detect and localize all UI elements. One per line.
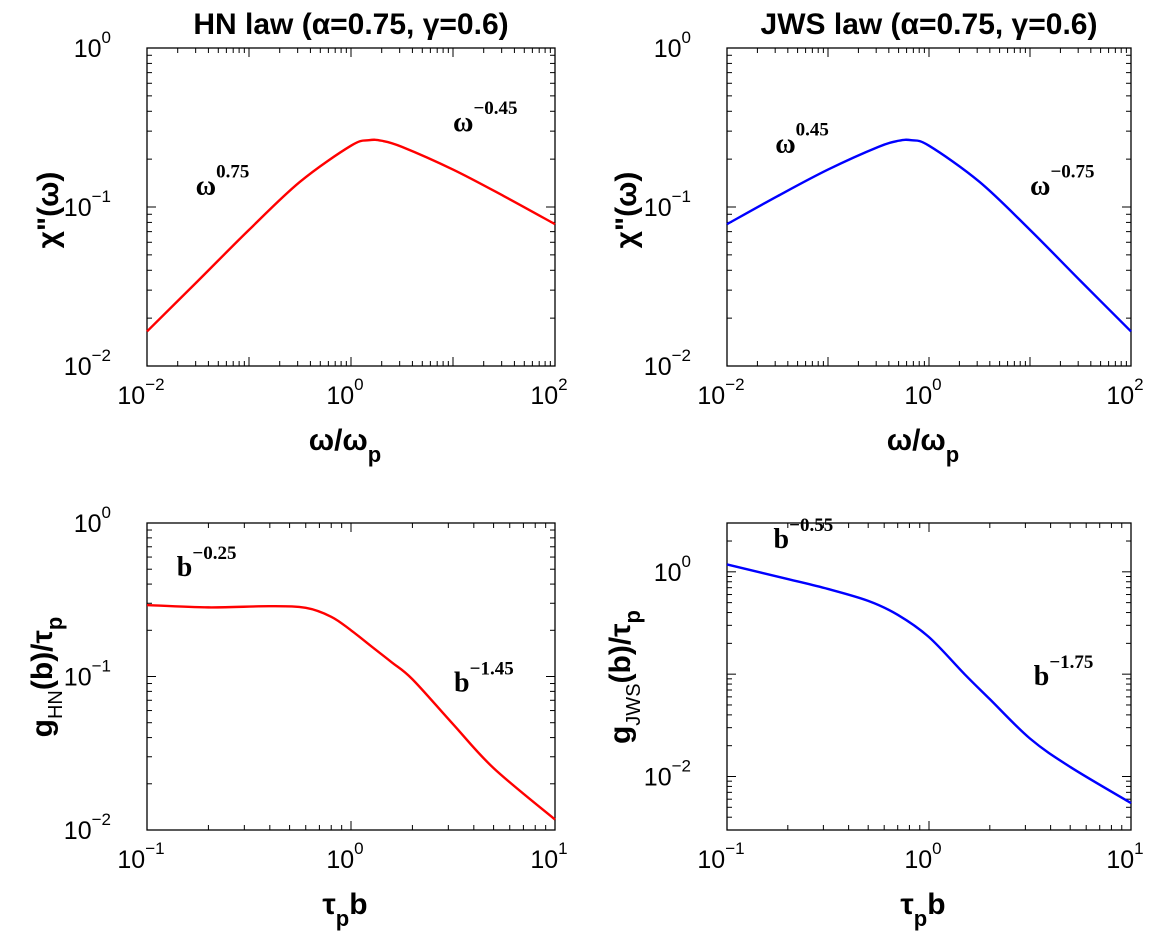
- x-tick-label: 10−2: [697, 375, 744, 410]
- y-tick-label: 10−2: [644, 756, 691, 791]
- x-tick-label: 100: [326, 839, 363, 874]
- series-line: [146, 603, 556, 821]
- y-axis-label: gHN(b)/τp: [26, 617, 67, 738]
- power-law-annotation: ω−0.45: [453, 98, 518, 138]
- x-axis-label: ω/ωp: [309, 424, 381, 467]
- y-tick-label: 10−2: [644, 346, 691, 381]
- x-axis-label: ω/ωp: [887, 424, 959, 467]
- series-line: [726, 138, 1132, 333]
- x-tick-label: 101: [530, 839, 567, 874]
- x-tick-label: 100: [904, 839, 941, 874]
- x-tick-label: 100: [904, 375, 941, 410]
- power-law-annotation: ω0.75: [196, 161, 250, 201]
- y-tick-label: 10−1: [64, 187, 111, 222]
- power-law-annotation: b−1.45: [454, 658, 514, 698]
- chart-panel-2: 10−2 100 102 10−2 10−1 100 ω0.45 ω−0.75 JWS law …: [610, 8, 1144, 467]
- y-tick-label: 100: [654, 28, 691, 63]
- plot-frame: [726, 47, 1132, 367]
- power-law-annotation: b−0.55: [774, 515, 834, 555]
- power-law-annotation: ω0.45: [775, 120, 829, 160]
- plot-frame: [146, 47, 556, 367]
- chart-panel-1: 10−2 100 102 10−2 10−1 100 ω0.75 ω−0.45 HN law (…: [32, 8, 568, 467]
- x-tick-label: 10−1: [117, 839, 164, 874]
- power-law-annotation: ω−0.75: [1030, 161, 1095, 201]
- y-tick-label: 100: [654, 552, 691, 587]
- x-tick-label: 102: [530, 375, 567, 410]
- y-tick-label: 100: [74, 503, 111, 538]
- x-tick-label: 100: [326, 375, 363, 410]
- x-tick-label: 10−1: [697, 839, 744, 874]
- power-law-annotation: b−0.25: [177, 543, 237, 583]
- series-line: [726, 563, 1132, 805]
- x-tick-label: 102: [1106, 375, 1143, 410]
- y-tick-label: 10−2: [64, 346, 111, 381]
- series-line: [146, 138, 556, 333]
- y-tick-label: 100: [74, 28, 111, 63]
- chart-title: HN law (α=0.75, γ=0.6): [193, 8, 508, 41]
- power-law-annotation: b−1.75: [1034, 652, 1094, 692]
- y-tick-label: 10−2: [64, 810, 111, 845]
- y-axis-label: χ"(ω): [610, 172, 643, 249]
- x-axis-label: τpb: [322, 888, 367, 931]
- x-tick-label: 10−2: [117, 375, 164, 410]
- y-tick-label: 10−1: [64, 657, 111, 692]
- chart-panel-4: 10−1 100 101 10−2 100 b−0.55 b−1.75 τpb gJWS(b)/…: [604, 515, 1144, 931]
- chart-title: JWS law (α=0.75, γ=0.6): [761, 8, 1098, 41]
- plot-frame: [726, 522, 1132, 831]
- y-axis-label: gJWS(b)/τp: [604, 610, 645, 744]
- chart-panel-3: 10−1 100 10110−210−1100b−0.25b−1.45τpbgHN(…: [26, 503, 568, 931]
- x-tick-label: 101: [1106, 839, 1143, 874]
- y-axis-label: χ"(ω): [32, 172, 65, 249]
- x-axis-label: τpb: [900, 888, 945, 931]
- y-tick-label: 10−1: [644, 187, 691, 222]
